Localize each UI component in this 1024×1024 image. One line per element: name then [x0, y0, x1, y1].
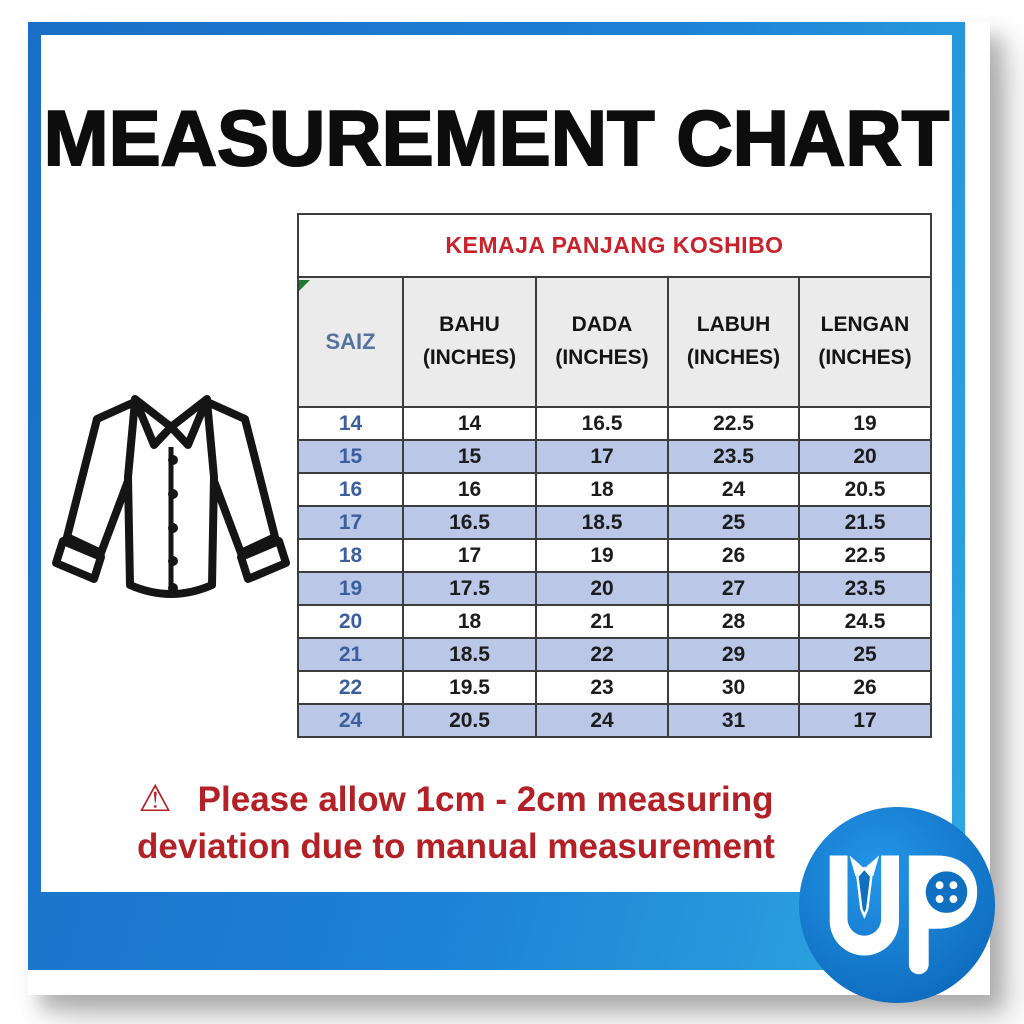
table-row: 14 14 16.5 22.5 19: [297, 406, 932, 441]
col-unit: (INCHES): [686, 346, 781, 369]
cell-labuh: 29: [667, 637, 800, 672]
note-text-1: Please allow 1cm - 2cm measuring: [197, 780, 774, 819]
col-header-dada: DADA (INCHES): [535, 276, 669, 408]
cell-labuh: 30: [667, 670, 800, 705]
logo-shirt-icon: [849, 855, 880, 920]
cell-labuh: 26: [667, 538, 800, 573]
table-row: 20 18 21 28 24.5: [297, 604, 932, 639]
shirt-icon: [52, 395, 290, 598]
cell-bahu: 18.5: [402, 637, 537, 672]
cell-labuh: 25: [667, 505, 800, 540]
table-row: 19 17.5 20 27 23.5: [297, 571, 932, 606]
cell-bahu: 17: [402, 538, 537, 573]
cell-dada: 19: [535, 538, 669, 573]
col-unit: (INCHES): [555, 346, 649, 369]
measuring-note: ⚠ Please allow 1cm - 2cm measuring deviat…: [41, 775, 871, 870]
note-line-1: ⚠ Please allow 1cm - 2cm measuring: [41, 775, 871, 824]
cell-dada: 17: [535, 439, 669, 474]
cell-dada: 16.5: [535, 406, 669, 441]
col-label: BAHU: [439, 313, 500, 337]
col-header-labuh: LABUH (INCHES): [667, 276, 800, 408]
cell-bahu: 17.5: [402, 571, 537, 606]
cell-dada: 24: [535, 703, 669, 738]
cell-labuh: 27: [667, 571, 800, 606]
col-label: SAIZ: [325, 328, 376, 354]
cell-saiz: 19: [297, 571, 404, 606]
cell-bahu: 15: [402, 439, 537, 474]
cell-saiz: 16: [297, 472, 404, 507]
cell-dada: 18.5: [535, 505, 669, 540]
cell-lengan: 20.5: [798, 472, 932, 507]
cell-labuh: 31: [667, 703, 800, 738]
poster-content: MEASUREMENT CHART: [41, 35, 952, 892]
cell-lengan: 19: [798, 406, 932, 441]
table-caption: KEMAJA PANJANG KOSHIBO: [297, 213, 932, 278]
cell-dada: 20: [535, 571, 669, 606]
page-title: MEASUREMENT CHART: [43, 93, 951, 183]
cell-lengan: 20: [798, 439, 932, 474]
table-row: 15 15 17 23.5 20: [297, 439, 932, 474]
up-brand-logo: [798, 806, 996, 1004]
col-label: DADA: [571, 313, 633, 337]
table-header-row: SAIZ BAHU (INCHES) DADA (INCHES) LABUH (INC…: [297, 276, 932, 408]
measurement-table-wrap: KEMAJA PANJANG KOSHIBO SAIZ BAHU (INCHES)…: [297, 213, 932, 738]
cell-lengan: 24.5: [798, 604, 932, 639]
col-label: LENGAN: [820, 313, 910, 337]
table-caption-row: KEMAJA PANJANG KOSHIBO: [297, 213, 932, 278]
blue-frame: MEASUREMENT CHART: [28, 22, 965, 970]
cell-labuh: 23.5: [667, 439, 800, 474]
col-header-saiz: SAIZ: [297, 276, 404, 408]
cell-dada: 23: [535, 670, 669, 705]
table-row: 21 18.5 22 29 25: [297, 637, 932, 672]
cell-lengan: 22.5: [798, 538, 932, 573]
table-row: 24 20.5 24 31 17: [297, 703, 932, 738]
cell-lengan: 17: [798, 703, 932, 738]
cell-saiz: 17: [297, 505, 404, 540]
poster-card: MEASUREMENT CHART: [28, 22, 990, 995]
col-header-lengan: LENGAN (INCHES): [798, 276, 932, 408]
cell-dada: 18: [535, 472, 669, 507]
cell-labuh: 28: [667, 604, 800, 639]
cell-saiz: 22: [297, 670, 404, 705]
cell-saiz: 21: [297, 637, 404, 672]
cell-dada: 21: [535, 604, 669, 639]
warning-triangle-icon: ⚠: [138, 778, 172, 819]
table-row: 17 16.5 18.5 25 21.5: [297, 505, 932, 540]
cell-lengan: 21.5: [798, 505, 932, 540]
measurement-table: KEMAJA PANJANG KOSHIBO SAIZ BAHU (INCHES)…: [297, 213, 932, 738]
col-header-bahu: BAHU (INCHES): [402, 276, 537, 408]
cell-saiz: 14: [297, 406, 404, 441]
cell-bahu: 20.5: [402, 703, 537, 738]
col-unit: (INCHES): [422, 346, 517, 369]
cell-bahu: 14: [402, 406, 537, 441]
cell-labuh: 22.5: [667, 406, 800, 441]
cell-saiz: 20: [297, 604, 404, 639]
cell-lengan: 26: [798, 670, 932, 705]
logo-button-icon: [925, 871, 968, 913]
col-unit: (INCHES): [818, 346, 912, 369]
cell-bahu: 16: [402, 472, 537, 507]
cell-labuh: 24: [667, 472, 800, 507]
cell-lengan: 25: [798, 637, 932, 672]
cell-lengan: 23.5: [798, 571, 932, 606]
cell-bahu: 16.5: [402, 505, 537, 540]
cell-saiz: 15: [297, 439, 404, 474]
table-row: 18 17 19 26 22.5: [297, 538, 932, 573]
table-row: 22 19.5 23 30 26: [297, 670, 932, 705]
table-row: 16 16 18 24 20.5: [297, 472, 932, 507]
cell-saiz: 24: [297, 703, 404, 738]
cell-dada: 22: [535, 637, 669, 672]
cell-bahu: 19.5: [402, 670, 537, 705]
cell-bahu: 18: [402, 604, 537, 639]
col-label: LABUH: [696, 313, 771, 337]
note-line-2: deviation due to manual measurement: [137, 826, 775, 866]
green-corner-marker: [299, 280, 310, 291]
cell-saiz: 18: [297, 538, 404, 573]
